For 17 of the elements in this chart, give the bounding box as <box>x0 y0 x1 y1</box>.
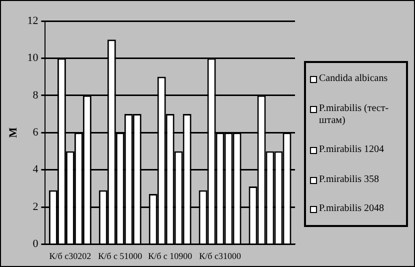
x-tick-label: К/б с 10900 <box>148 250 193 261</box>
legend-label: P.mirabilis 2048 <box>319 203 384 215</box>
y-tick-label: 10 <box>27 52 39 64</box>
x-tick-label: К/б с31000 <box>199 250 242 261</box>
y-tick-label: 2 <box>32 200 38 213</box>
x-tick-label: К/б с 51000 <box>98 250 143 261</box>
legend-label: Candida albicans <box>319 73 388 85</box>
y-tick-label: 6 <box>32 126 39 138</box>
y-tick-label: 4 <box>32 164 39 176</box>
y-tick-label: 8 <box>32 89 39 102</box>
y-tick-label: 12 <box>27 14 38 27</box>
legend-label: P.mirabilis 358 <box>319 174 380 186</box>
x-tick-label: К/б с30202 <box>49 250 92 261</box>
legend-label: P.mirabilis (тест-штам) <box>319 102 390 126</box>
legend-label: P.mirabilis 1204 <box>319 144 384 156</box>
y-tick-label: 0 <box>32 238 39 250</box>
y-axis-title: М <box>7 126 20 138</box>
